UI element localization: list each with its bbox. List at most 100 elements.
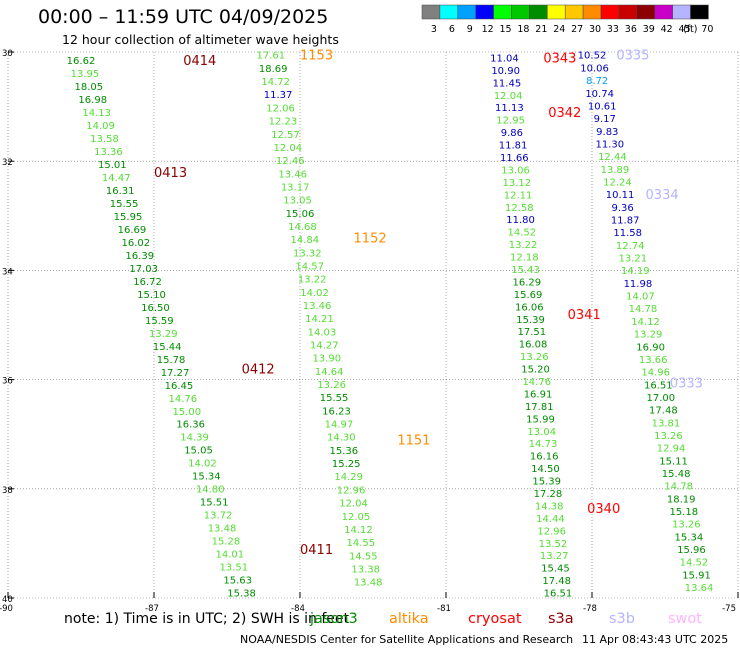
legend-swatch — [690, 4, 709, 20]
satellite-legend-item: s3b — [609, 611, 635, 627]
pass-label: 0335 — [616, 49, 649, 64]
wave-height-reading: 13.26 — [672, 520, 701, 531]
wave-height-reading: 15.39 — [516, 315, 545, 326]
pass-label: 0412 — [242, 363, 275, 378]
wave-height-reading: 13.21 — [618, 254, 647, 265]
pass-label: 0340 — [587, 502, 620, 517]
wave-height-reading: 14.13 — [82, 108, 111, 119]
wave-height-reading: 18.19 — [667, 494, 696, 505]
wave-height-reading: 13.64 — [685, 583, 714, 594]
wave-height-reading: 13.51 — [219, 563, 248, 574]
wave-height-reading: 15.45 — [541, 564, 570, 575]
wave-height-reading: 15.78 — [157, 355, 186, 366]
wave-height-reading: 17.03 — [129, 264, 158, 275]
wave-height-reading: 14.03 — [308, 327, 337, 338]
wave-height-reading: 11.87 — [611, 216, 640, 227]
satellite-legend-item: altika — [389, 611, 429, 627]
wave-height-reading: 16.36 — [176, 420, 205, 431]
wave-height-reading: 13.26 — [520, 352, 549, 363]
wave-height-reading: 14.84 — [291, 235, 320, 246]
legend-bin-label: 18 — [517, 24, 529, 35]
legend-bin-label: 70 — [701, 24, 713, 35]
wave-height-reading: 14.12 — [344, 525, 373, 536]
legend-swatch — [439, 4, 459, 20]
wave-height-reading: 8.72 — [586, 76, 608, 87]
wave-height-reading: 13.89 — [601, 165, 630, 176]
pass-label: 1151 — [397, 434, 430, 449]
wave-height-reading: 14.76 — [169, 394, 198, 405]
wave-height-reading: 14.09 — [86, 121, 115, 132]
wave-height-reading: 16.69 — [118, 225, 147, 236]
wave-height-reading: 13.22 — [298, 275, 327, 286]
wave-height-reading: 10.61 — [588, 101, 617, 112]
pass-label: 0334 — [646, 188, 679, 203]
wave-height-reading: 17.81 — [525, 402, 554, 413]
legend-bin-label: 15 — [500, 24, 512, 35]
wave-height-reading: 15.36 — [329, 446, 358, 457]
wave-height-reading: 14.30 — [327, 433, 356, 444]
legend-swatch — [672, 4, 691, 20]
satellite-legend-item: swot — [668, 611, 702, 627]
wave-height-reading: 15.25 — [332, 459, 361, 470]
legend-bin-label: 42 — [661, 24, 673, 35]
satellite-legend-item: jason3 — [310, 611, 358, 627]
legend-bin-label: 30 — [589, 24, 601, 35]
pass-label: 0343 — [543, 51, 576, 66]
wave-height-reading: 12.44 — [598, 152, 627, 163]
wave-height-reading: 15.34 — [192, 472, 221, 483]
wave-height-reading: 13.26 — [317, 380, 346, 391]
wave-height-reading: 14.12 — [631, 317, 660, 328]
wave-height-reading: 13.58 — [90, 134, 119, 145]
wave-height-reading: 11.45 — [493, 78, 522, 89]
longitude-label: -75 — [722, 604, 736, 614]
wave-height-reading: 16.72 — [133, 277, 162, 288]
wave-height-reading: 14.44 — [536, 514, 565, 525]
pass-label: 1153 — [300, 49, 333, 64]
wave-height-reading: 14.97 — [325, 420, 354, 431]
wave-height-reading: 15.48 — [662, 469, 691, 480]
wave-height-reading: 12.04 — [494, 91, 523, 102]
color-legend: 3 6 9 12 15 18 21 24 27 30 33 36 39 42 45 70(ft) — [421, 4, 713, 35]
wave-height-reading: 16.29 — [512, 277, 541, 288]
legend-bin-label: 27 — [571, 24, 583, 35]
latitude-label: 40 — [2, 595, 13, 605]
legend-swatch — [618, 4, 638, 20]
wave-height-reading: 15.51 — [200, 498, 229, 509]
credit-line: NOAA/NESDIS Center for Satellite Applica… — [240, 633, 574, 646]
wave-height-reading: 12.05 — [342, 512, 371, 523]
page-title: 00:00 – 11:59 UTC 04/09/2025 — [38, 6, 329, 28]
legend-swatch — [564, 4, 584, 20]
longitude-label: -87 — [145, 604, 159, 614]
wave-height-reading: 16.51 — [644, 380, 673, 391]
wave-height-reading: 12.04 — [274, 143, 303, 154]
latitude-label: 32 — [2, 158, 13, 168]
wave-height-reading: 13.48 — [354, 578, 383, 589]
wave-height-reading: 11.98 — [624, 279, 653, 290]
wave-height-reading: 15.91 — [682, 570, 711, 581]
wave-height-reading: 15.05 — [184, 446, 213, 457]
legend-bin-label: 24 — [553, 24, 565, 35]
wave-height-reading: 11.13 — [495, 103, 524, 114]
wave-height-reading: 17.27 — [161, 368, 190, 379]
wave-height-reading: 16.45 — [165, 381, 194, 392]
wave-height-reading: 16.23 — [322, 406, 351, 417]
legend-bin-label: 6 — [449, 24, 455, 35]
wave-height-reading: 12.74 — [616, 241, 645, 252]
wave-height-reading: 12.94 — [657, 444, 686, 455]
wave-height-reading: 13.36 — [94, 147, 123, 158]
wave-height-reading: 14.73 — [529, 439, 558, 450]
wave-height-reading: 14.38 — [535, 501, 564, 512]
legend-swatch — [582, 4, 602, 20]
longitude-label: -84 — [291, 604, 305, 614]
wave-height-reading: 16.39 — [125, 251, 154, 262]
pass-label: 0342 — [548, 106, 581, 121]
longitude-label: -78 — [583, 604, 597, 614]
wave-height-reading: 17.48 — [542, 576, 571, 587]
wave-height-reading: 13.27 — [540, 551, 569, 562]
wave-height-reading: 15.10 — [137, 290, 166, 301]
wave-height-reading: 14.80 — [196, 485, 225, 496]
wave-height-reading: 10.90 — [491, 66, 520, 77]
wave-height-reading: 13.06 — [501, 165, 530, 176]
track-labels: 0414 0413 0412 0411 1153 1152 1151 0343 0342 0341… — [154, 49, 703, 558]
